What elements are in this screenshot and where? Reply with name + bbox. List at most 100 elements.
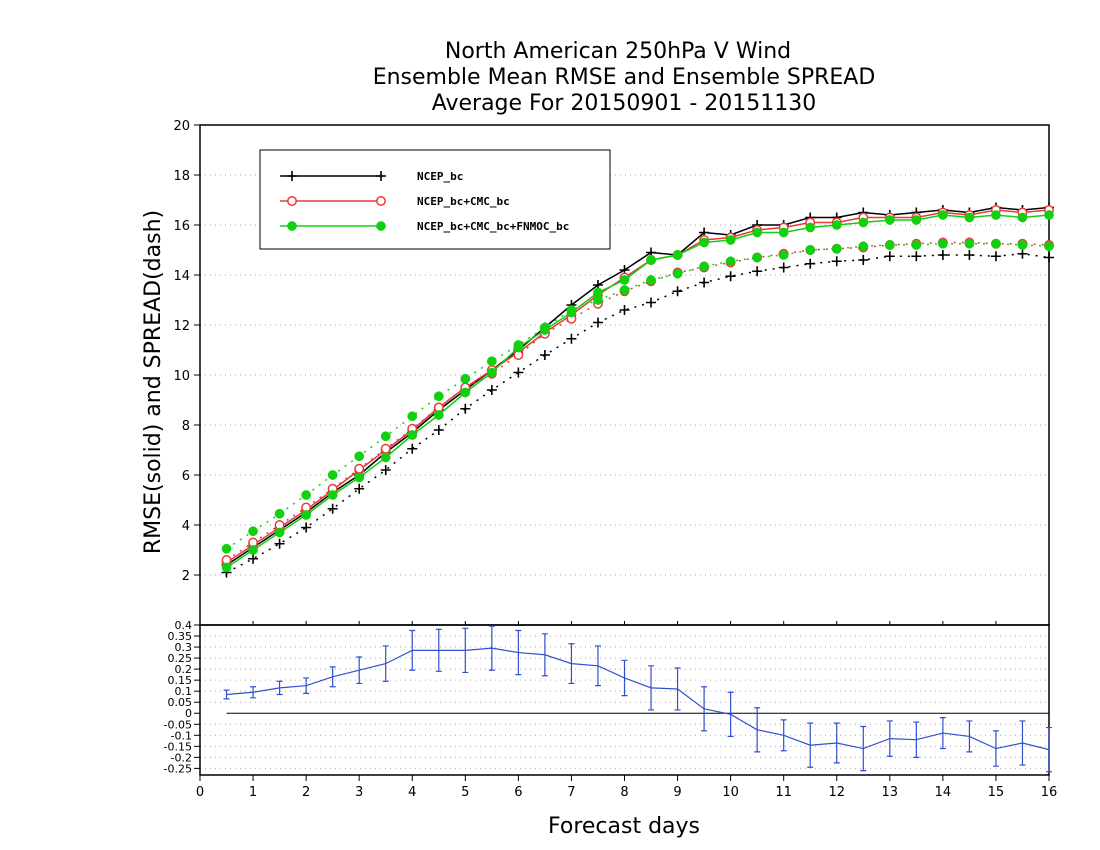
spread-point: [805, 258, 816, 269]
spread-point: [566, 333, 577, 344]
error-bar: [250, 686, 257, 699]
legend-label: NCEP_bc: [417, 170, 463, 183]
x-axis-label: Forecast days: [548, 814, 700, 839]
rmse-point: [486, 367, 497, 378]
x-tick-label: 15: [988, 785, 1005, 800]
chart-title-line-1: North American 250hPa V Wind: [445, 39, 791, 64]
spread-point: [486, 356, 497, 367]
upper-y-tick-label: 4: [182, 519, 190, 534]
spread-point: [990, 251, 1001, 262]
x-tick-label: 11: [775, 785, 792, 800]
rmse-point: [699, 237, 709, 248]
error-bar: [701, 686, 708, 732]
x-tick-label: 5: [461, 785, 469, 800]
error-bar: [833, 722, 840, 764]
spread-point: [354, 483, 365, 494]
error-bar: [356, 656, 363, 685]
error-bar: [488, 625, 495, 671]
rmse-point: [248, 545, 258, 555]
error-bar: [329, 666, 336, 688]
rmse-point: [831, 220, 842, 230]
error-bar: [939, 717, 946, 750]
rmse-point: [619, 275, 630, 285]
spread-point: [248, 526, 258, 537]
spread-point: [486, 385, 497, 395]
error-bar: [754, 707, 761, 753]
spread-point: [433, 391, 444, 402]
spread-point: [460, 403, 471, 414]
spread-point: [1044, 252, 1054, 263]
error-bar: [621, 659, 628, 697]
rmse-line: [226, 206, 1050, 566]
spread-point: [221, 543, 232, 554]
spread-line: [226, 243, 1050, 550]
spread-point: [699, 277, 710, 288]
rmse-point: [301, 510, 311, 520]
spread-point: [248, 553, 259, 564]
spread-point: [1044, 241, 1054, 252]
error-bar: [860, 725, 867, 772]
spread-point: [513, 367, 524, 378]
x-tick-label: 16: [1041, 785, 1058, 800]
legend-label: NCEP_bc+CMC_bc: [417, 195, 510, 208]
legend-marker: [287, 171, 297, 181]
lower-y-ticks: 0.40.350.30.250.20.150.10.050-0.05-0.1-0…: [164, 619, 200, 775]
rmse-point: [964, 212, 975, 223]
spread-point: [725, 256, 736, 267]
lower-y-tick-label: 0.15: [168, 674, 193, 687]
lower-y-tick-label: 0.35: [168, 630, 193, 643]
legend-marker: [287, 221, 297, 231]
upper-y-tick-label: 18: [173, 169, 190, 184]
spread-point: [672, 268, 683, 279]
lower-y-tick-label: 0.25: [168, 652, 193, 665]
upper-y-tick-label: 8: [182, 419, 190, 434]
legend-box: [259, 149, 611, 250]
spread-point: [460, 373, 471, 384]
legend-marker: [376, 196, 386, 206]
error-bar: [727, 691, 734, 737]
spread-point: [354, 451, 365, 462]
spread-point: [884, 240, 895, 250]
spread-point: [566, 305, 577, 315]
legend-marker: [376, 221, 386, 231]
error-bar: [276, 680, 283, 696]
x-tick-label: 1: [249, 785, 257, 800]
error-bar: [913, 721, 920, 758]
rmse-point: [805, 222, 816, 233]
spread-point: [274, 508, 285, 519]
upper-series: [221, 202, 1054, 578]
error-bar: [303, 677, 310, 694]
spread-point: [513, 340, 524, 350]
spread-point: [301, 522, 312, 533]
rmse-point: [460, 387, 471, 398]
rmse-point: [672, 250, 683, 260]
rmse-point: [991, 210, 1001, 220]
error-bar: [541, 633, 548, 677]
spread-point: [354, 463, 365, 474]
error-bar: [462, 627, 469, 674]
rmse-point: [1017, 212, 1028, 223]
rmse-point: [380, 452, 391, 463]
lower-y-tick-label: 0.3: [175, 641, 193, 654]
lower-series: [223, 625, 1052, 773]
spread-point: [592, 317, 603, 328]
error-bar: [382, 645, 389, 682]
spread-point: [778, 250, 789, 260]
x-tick-label: 9: [673, 785, 681, 800]
rmse-point: [938, 210, 948, 220]
spread-point: [858, 241, 869, 252]
spread-point: [991, 238, 1001, 249]
x-tick-label: 8: [620, 785, 628, 800]
spread-point: [407, 411, 418, 422]
x-tick-label: 13: [882, 785, 899, 800]
spread-point: [380, 443, 391, 454]
rmse-point: [646, 255, 656, 265]
spread-point: [752, 252, 763, 263]
spread-point: [619, 285, 630, 295]
series-2: [221, 205, 1054, 568]
rmse-point: [407, 430, 418, 440]
rmse-point: [1044, 210, 1054, 220]
spread-point: [1017, 240, 1028, 250]
x-tick-label: 3: [355, 785, 363, 800]
spread-point: [831, 256, 842, 267]
